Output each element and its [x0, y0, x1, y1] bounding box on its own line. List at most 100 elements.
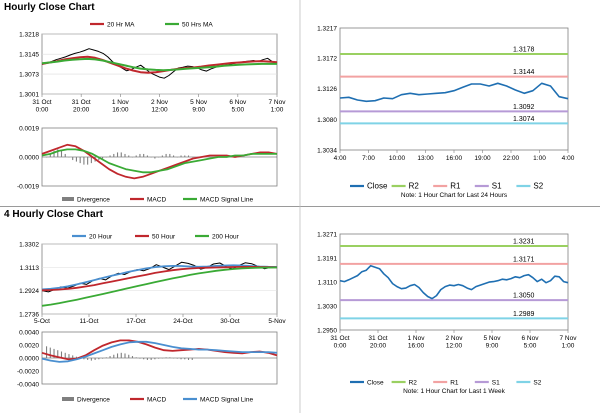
hourly-close-s2-legend-label: S2 [533, 182, 543, 191]
four-hourly-macd-divergence-bar [184, 358, 186, 360]
hourly-macd-divergence-bar [124, 153, 126, 157]
weekly-close-y-tick-label: 1.3110 [318, 280, 338, 287]
hourly-close-level-label: 1.3144 [513, 69, 535, 76]
four-hourly-divergence-legend-label: Divergence [77, 397, 110, 404]
four-hourly-20hour-line [41, 264, 278, 291]
four-hourly-macd-divergence-bar [135, 357, 137, 358]
hourly-close-x-tick-label: 16:00 [446, 155, 463, 162]
four-hourly-macd-y-tick-label: -0.0040 [17, 382, 39, 389]
hourly-macd-divergence-bar [120, 152, 122, 157]
hourly-close-x-tick-label: 10:00 [389, 155, 406, 162]
four-hourly-price-y-tick-label: 1.3302 [19, 242, 39, 249]
four-hourly-price-x-tick-label: 30-Oct [220, 318, 240, 325]
hourly-price-x-tick-label: 5 Nov [190, 99, 208, 106]
four-hourly-macd-divergence-bar [139, 358, 141, 359]
four-hourly-macd-divergence-bar [165, 357, 167, 358]
hourly-macd-divergence-bar [135, 155, 137, 157]
hourly-close-x-tick-label: 7:00 [362, 155, 375, 162]
hourly-close-y-tick-label: 1.3172 [317, 56, 337, 63]
hourly-macd-divergence-bar [53, 150, 55, 157]
weekly-close-level-label: 1.3231 [513, 238, 535, 245]
four-hourly-macd-divergence-bar [143, 358, 145, 360]
weekly-close-x-tick-label: 31 Oct [368, 335, 387, 342]
four-hourly-macd-divergence-bar [158, 358, 160, 359]
four-hourly-macd-divergence-bar [146, 358, 148, 360]
four-hourly-macd-divergence-bar [176, 358, 178, 359]
weekly-close-x-tick-label: 5 Nov [484, 335, 502, 342]
weekly-close-level-label: 1.2989 [513, 311, 535, 318]
hourly-macd-divergence-bar [143, 153, 145, 157]
hourly-close-level-label: 1.3178 [513, 47, 535, 54]
four-hourly-macd-divergence-bar [49, 347, 51, 358]
four-hourly-price-x-tick-label: 17-Oct [126, 318, 146, 325]
four-hourly-macd-legend-label: MACD [147, 397, 166, 404]
four-hourly-macd-divergence-bar [120, 352, 122, 358]
four-hourly-macd-divergence-bar [60, 351, 63, 358]
hourly-close-close-legend-label: Close [367, 182, 388, 191]
four-hourly-macd-divergence-bar [124, 353, 126, 358]
four-hourly-price-y-tick-label: 1.2924 [19, 288, 39, 295]
weekly-close-y-tick-label: 1.2950 [317, 328, 337, 335]
weekly-close-close-line [339, 264, 569, 300]
four-hourly-macd-y-tick-label: -0.0020 [17, 369, 39, 376]
hourly-close-x-tick-label: 4:00 [334, 155, 347, 162]
four-hourly-macd-y-tick-label: 0.0000 [19, 356, 39, 363]
hourly-macd-divergence-bar [113, 153, 115, 157]
four-hourly-macd-divergence-bar [109, 356, 111, 358]
hourly-divergence-legend-swatch [62, 197, 74, 201]
weekly-close-x-tick-label: 6 Nov [522, 335, 540, 342]
hourly-section-title: Hourly Close Chart [4, 2, 95, 13]
hourly-macd-divergence-bar [72, 157, 74, 161]
hourly-price-y-tick-label: 1.3218 [19, 32, 39, 39]
four-hourly-price-y-tick-label: 1.2736 [19, 312, 39, 319]
hourly-divergence-legend-label: Divergence [77, 197, 110, 204]
hourly-20hr-ma-line [41, 55, 278, 74]
four-hourly-macd-divergence-bar [169, 357, 171, 358]
hourly-macd-y-tick-label: 0.0019 [19, 126, 39, 133]
hourly-50hr-ma-line [41, 57, 277, 72]
four-hourly-price-frame [41, 243, 278, 315]
weekly-close-x-tick-label: 31 Oct [330, 335, 349, 342]
four-hourly-macd-divergence-bar [191, 358, 193, 360]
hourly-price-y-tick-label: 1.3001 [19, 92, 39, 99]
weekly-close-x-tick-label: 7 Nov [560, 335, 578, 342]
weekly-close-level-label: 1.3171 [513, 256, 535, 263]
weekly-close-s2-legend-label: S2 [533, 380, 541, 387]
four-hourly-divergence-legend-swatch [62, 397, 74, 401]
hourly-close-s1-legend-label: S1 [492, 182, 502, 191]
four-hourly-macd-divergence-bar [90, 358, 92, 361]
four-hourly-price-x-tick-label: 24-Oct [173, 318, 193, 325]
four-hourly-macd-divergence-bar [180, 358, 182, 360]
hourly-macd-divergence-bar [184, 155, 186, 157]
weekly-close-x-tick-label: 0:00 [334, 343, 347, 350]
four-hourly-macd-divergence-bar [154, 358, 156, 360]
hourly-price-x-tick-label: 1:00 [271, 107, 284, 114]
four-hourly-macd-divergence-bar [53, 348, 55, 358]
hourly-macd-divergence-bar [98, 157, 100, 161]
four-hourly-50hour-line [41, 265, 278, 292]
hourly-close-y-tick-label: 1.3080 [317, 117, 337, 124]
hourly-price-x-tick-label: 9:00 [192, 107, 205, 114]
hourly-price-x-tick-label: 20:00 [73, 107, 90, 114]
four-hourly-section-title: 4 Hourly Close Chart [4, 209, 103, 220]
hourly-price-x-tick-label: 7 Nov [269, 99, 287, 106]
four-hourly-macd-divergence-bar [150, 358, 152, 360]
four-hourly-macd-line [41, 339, 278, 361]
hourly-macd-divergence-bar [169, 153, 171, 157]
four-hourly-200hour-line [41, 266, 278, 307]
four-hourly-macd-divergence-bar [72, 355, 74, 358]
four-hourly-macd-divergence-bar [116, 353, 119, 358]
four-hourly-price-x-tick-label: 11-Oct [79, 318, 98, 325]
hourly-macd-divergence-bar [116, 152, 119, 157]
hourly-macd-divergence-bar [87, 157, 89, 165]
weekly-close-x-tick-label: 20:00 [370, 343, 387, 350]
weekly-close-x-tick-label: 16:00 [408, 343, 425, 350]
four-hourly-macd-y-tick-label: 0.0020 [19, 343, 39, 350]
hourly-macd-divergence-bar [57, 149, 59, 157]
hourly-macd-divergence-bar [79, 157, 81, 164]
hourly-close-y-tick-label: 1.3126 [317, 86, 337, 93]
four-hourly-macd-divergence-bar [83, 358, 85, 360]
hourly-macd-divergence-bar [83, 157, 85, 165]
weekly-close-y-tick-label: 1.3271 [317, 232, 337, 239]
